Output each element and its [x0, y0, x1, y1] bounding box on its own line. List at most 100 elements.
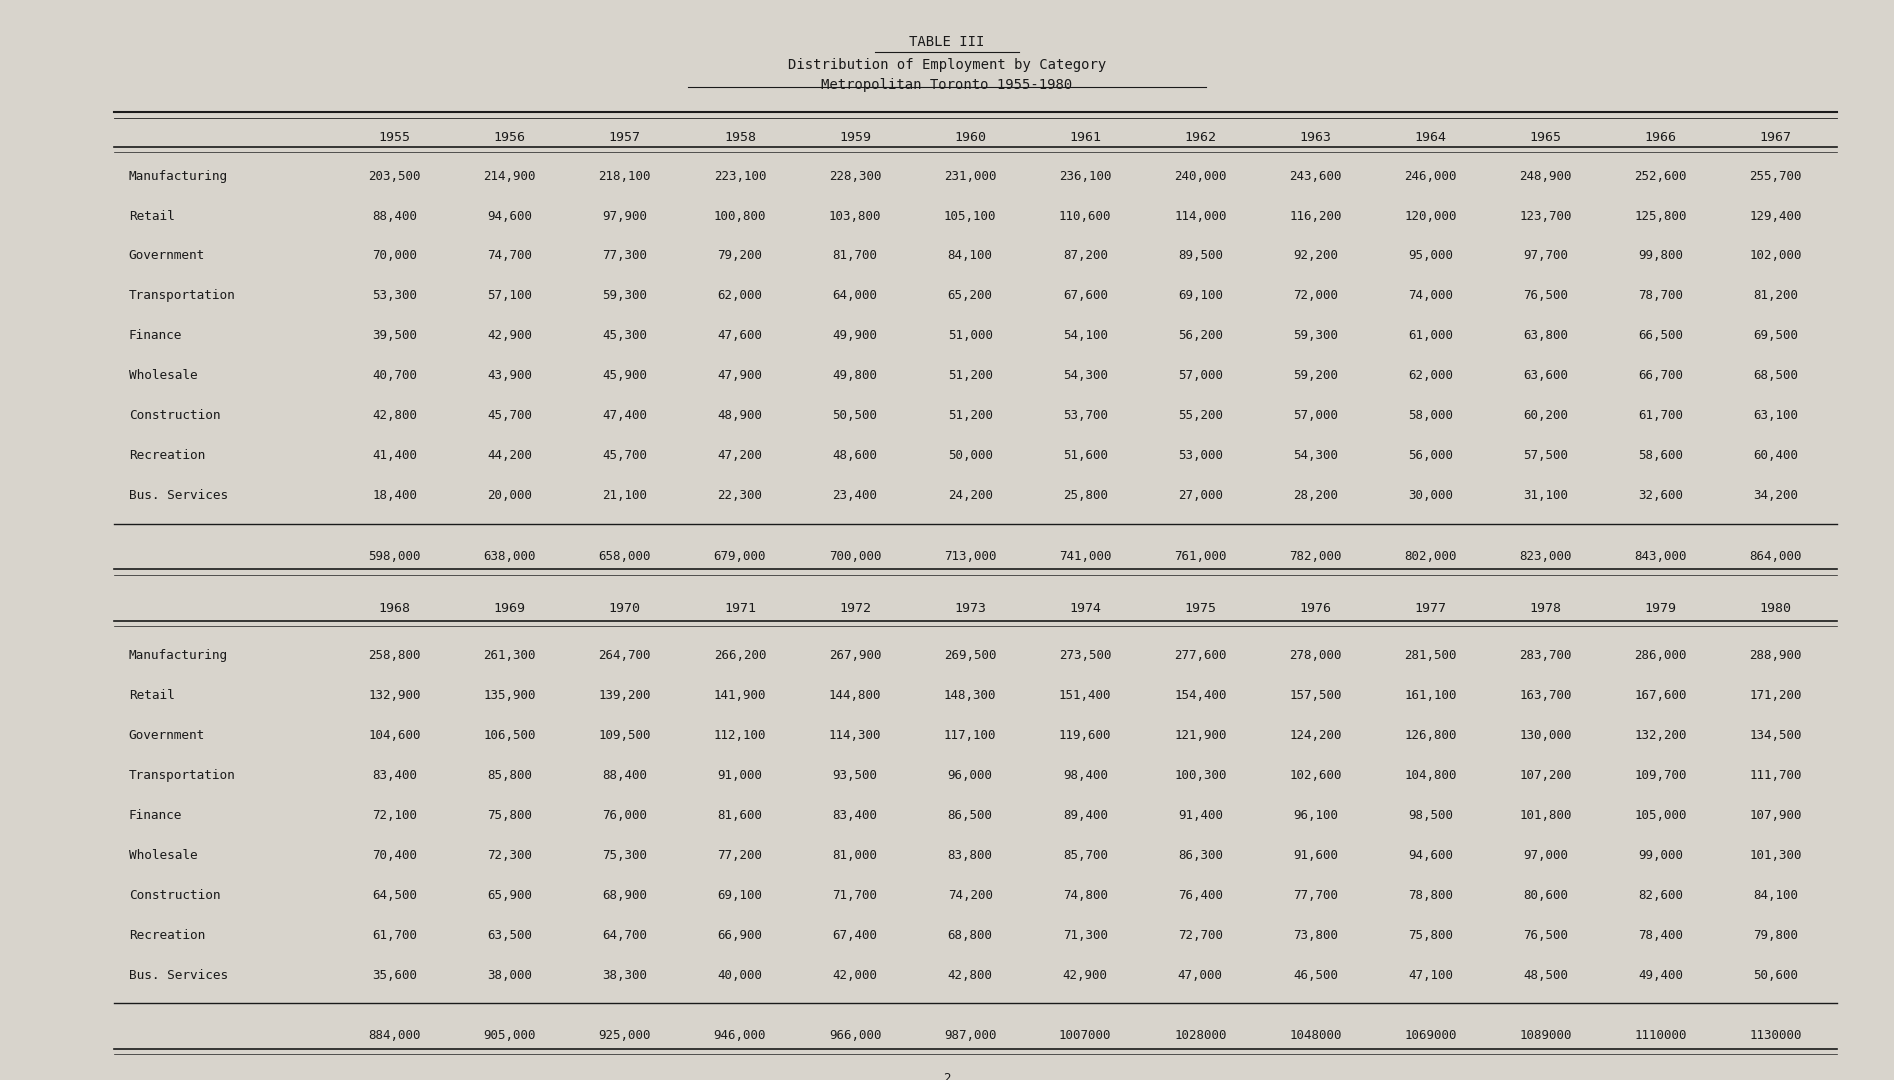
Text: 946,000: 946,000	[714, 1029, 767, 1042]
Text: 68,900: 68,900	[602, 889, 648, 902]
Text: 89,500: 89,500	[1178, 249, 1224, 262]
Text: 74,800: 74,800	[1063, 889, 1108, 902]
Text: 288,900: 288,900	[1750, 649, 1801, 662]
Text: 45,700: 45,700	[487, 409, 532, 422]
Text: 91,000: 91,000	[718, 769, 763, 782]
Text: 283,700: 283,700	[1519, 649, 1572, 662]
Text: Recreation: Recreation	[129, 929, 205, 942]
Text: Manufacturing: Manufacturing	[129, 649, 227, 662]
Text: 47,400: 47,400	[602, 409, 648, 422]
Text: 72,000: 72,000	[1294, 289, 1337, 302]
Text: 114,300: 114,300	[830, 729, 881, 742]
Text: 134,500: 134,500	[1750, 729, 1801, 742]
Text: 87,200: 87,200	[1063, 249, 1108, 262]
Text: 277,600: 277,600	[1174, 649, 1227, 662]
Text: 74,200: 74,200	[947, 889, 992, 902]
Text: 100,800: 100,800	[714, 210, 767, 222]
Text: 68,500: 68,500	[1754, 369, 1797, 382]
Text: 50,000: 50,000	[947, 449, 992, 462]
Text: Metropolitan Toronto 1955-1980: Metropolitan Toronto 1955-1980	[822, 78, 1072, 92]
Text: 43,900: 43,900	[487, 369, 532, 382]
Text: 823,000: 823,000	[1519, 550, 1572, 563]
Text: 69,500: 69,500	[1754, 329, 1797, 342]
Text: 1968: 1968	[379, 602, 411, 615]
Text: 38,000: 38,000	[487, 969, 532, 982]
Text: 81,200: 81,200	[1754, 289, 1797, 302]
Text: 69,100: 69,100	[1178, 289, 1224, 302]
Text: 1977: 1977	[1415, 602, 1447, 615]
Text: 1007000: 1007000	[1059, 1029, 1112, 1042]
Text: 69,100: 69,100	[718, 889, 763, 902]
Text: 281,500: 281,500	[1403, 649, 1456, 662]
Text: 46,500: 46,500	[1294, 969, 1337, 982]
Text: 61,700: 61,700	[373, 929, 417, 942]
Text: 1979: 1979	[1644, 602, 1676, 615]
Text: 75,300: 75,300	[602, 849, 648, 862]
Text: 1957: 1957	[608, 131, 640, 144]
Text: 231,000: 231,000	[943, 170, 996, 183]
Text: 278,000: 278,000	[1290, 649, 1341, 662]
Text: 35,600: 35,600	[373, 969, 417, 982]
Text: 34,200: 34,200	[1754, 489, 1797, 502]
Text: 31,100: 31,100	[1523, 489, 1568, 502]
Text: 63,500: 63,500	[487, 929, 532, 942]
Text: 258,800: 258,800	[369, 649, 420, 662]
Text: 47,000: 47,000	[1178, 969, 1224, 982]
Text: 50,500: 50,500	[833, 409, 877, 422]
Text: 54,300: 54,300	[1063, 369, 1108, 382]
Text: 123,700: 123,700	[1519, 210, 1572, 222]
Text: 121,900: 121,900	[1174, 729, 1227, 742]
Text: 135,900: 135,900	[483, 689, 536, 702]
Text: 252,600: 252,600	[1635, 170, 1688, 183]
Text: 864,000: 864,000	[1750, 550, 1801, 563]
Text: 81,600: 81,600	[718, 809, 763, 822]
Text: 713,000: 713,000	[943, 550, 996, 563]
Text: 1964: 1964	[1415, 131, 1447, 144]
Text: 102,600: 102,600	[1290, 769, 1341, 782]
Text: 85,800: 85,800	[487, 769, 532, 782]
Text: 30,000: 30,000	[1407, 489, 1453, 502]
Text: 1962: 1962	[1184, 131, 1216, 144]
Text: 70,400: 70,400	[373, 849, 417, 862]
Text: 102,000: 102,000	[1750, 249, 1801, 262]
Text: 92,200: 92,200	[1294, 249, 1337, 262]
Text: 77,300: 77,300	[602, 249, 648, 262]
Text: 25,800: 25,800	[1063, 489, 1108, 502]
Text: 28,200: 28,200	[1294, 489, 1337, 502]
Text: 94,600: 94,600	[1407, 849, 1453, 862]
Text: 925,000: 925,000	[599, 1029, 652, 1042]
Text: 80,600: 80,600	[1523, 889, 1568, 902]
Text: Finance: Finance	[129, 329, 182, 342]
Text: 98,500: 98,500	[1407, 809, 1453, 822]
Text: 103,800: 103,800	[830, 210, 881, 222]
Text: 40,000: 40,000	[718, 969, 763, 982]
Text: 93,500: 93,500	[833, 769, 877, 782]
Text: 105,100: 105,100	[943, 210, 996, 222]
Text: 83,800: 83,800	[947, 849, 992, 862]
Text: 132,200: 132,200	[1635, 729, 1688, 742]
Text: 86,300: 86,300	[1178, 849, 1224, 862]
Text: 99,800: 99,800	[1638, 249, 1684, 262]
Text: 47,200: 47,200	[718, 449, 763, 462]
Text: 78,400: 78,400	[1638, 929, 1684, 942]
Text: 1955: 1955	[379, 131, 411, 144]
Text: 117,100: 117,100	[943, 729, 996, 742]
Text: 71,300: 71,300	[1063, 929, 1108, 942]
Text: 1028000: 1028000	[1174, 1029, 1227, 1042]
Text: Distribution of Employment by Category: Distribution of Employment by Category	[788, 58, 1106, 72]
Text: 141,900: 141,900	[714, 689, 767, 702]
Text: 74,700: 74,700	[487, 249, 532, 262]
Text: 77,200: 77,200	[718, 849, 763, 862]
Text: 100,300: 100,300	[1174, 769, 1227, 782]
Text: 42,800: 42,800	[373, 409, 417, 422]
Text: Construction: Construction	[129, 409, 220, 422]
Text: 48,600: 48,600	[833, 449, 877, 462]
Text: Government: Government	[129, 249, 205, 262]
Text: 74,000: 74,000	[1407, 289, 1453, 302]
Text: 38,300: 38,300	[602, 969, 648, 982]
Text: 802,000: 802,000	[1403, 550, 1456, 563]
Text: 223,100: 223,100	[714, 170, 767, 183]
Text: 148,300: 148,300	[943, 689, 996, 702]
Text: 20,000: 20,000	[487, 489, 532, 502]
Text: 679,000: 679,000	[714, 550, 767, 563]
